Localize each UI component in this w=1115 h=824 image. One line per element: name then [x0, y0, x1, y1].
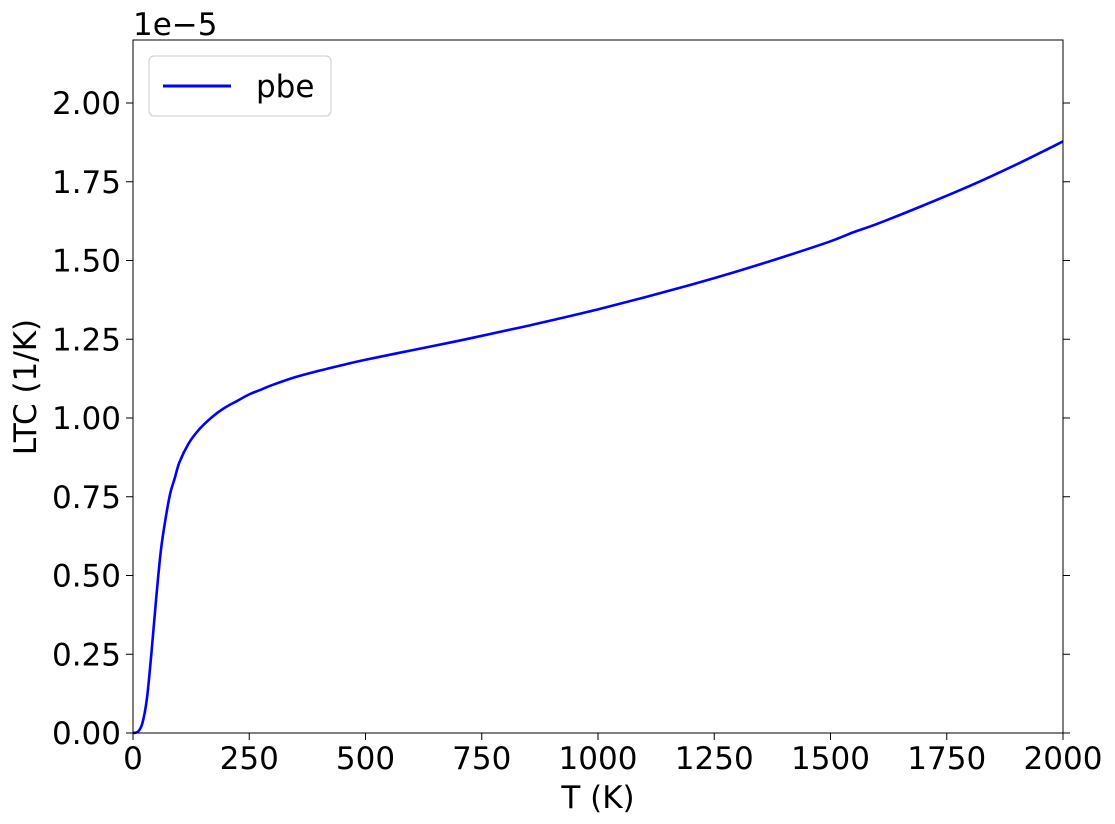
x-tick-label: 2000: [1024, 741, 1103, 777]
y-offset-label: 1e−5: [133, 7, 218, 43]
y-tick-label: 2.00: [52, 86, 121, 122]
x-tick-label: 1000: [559, 741, 638, 777]
series-layer: [132, 140, 1064, 735]
x-tick-label: 1750: [907, 741, 986, 777]
y-tick-label: 0.50: [52, 559, 121, 595]
y-tick-label: 1.50: [52, 244, 121, 280]
ticks-layer: 0 250 500 750 1000 1250 1500 1750 2000 0.00 0.25 0.…: [52, 86, 1102, 777]
y-tick-label: 0.25: [52, 637, 121, 673]
x-tick-label: 250: [220, 741, 279, 777]
plot-frame: [132, 39, 1064, 734]
x-tick-label: 750: [452, 741, 511, 777]
y-tick-label: 0.00: [52, 716, 121, 752]
x-axis-label: T (K): [560, 780, 634, 816]
x-tick-label: 0: [123, 741, 143, 777]
x-tick-label: 500: [336, 741, 395, 777]
y-axis-label: LTC (1/K): [8, 319, 44, 455]
y-tick-label: 1.00: [52, 401, 121, 437]
y-tick-label: 0.75: [52, 480, 121, 516]
y-tick-label: 1.75: [52, 165, 121, 201]
x-tick-label: 1250: [675, 741, 754, 777]
y-tick-label: 1.25: [52, 322, 121, 358]
x-tick-label: 1500: [791, 741, 870, 777]
legend-box: [148, 55, 332, 117]
series-line-pbe: [132, 140, 1064, 735]
legend: pbe: [148, 55, 332, 117]
legend-label-pbe: pbe: [256, 69, 314, 105]
